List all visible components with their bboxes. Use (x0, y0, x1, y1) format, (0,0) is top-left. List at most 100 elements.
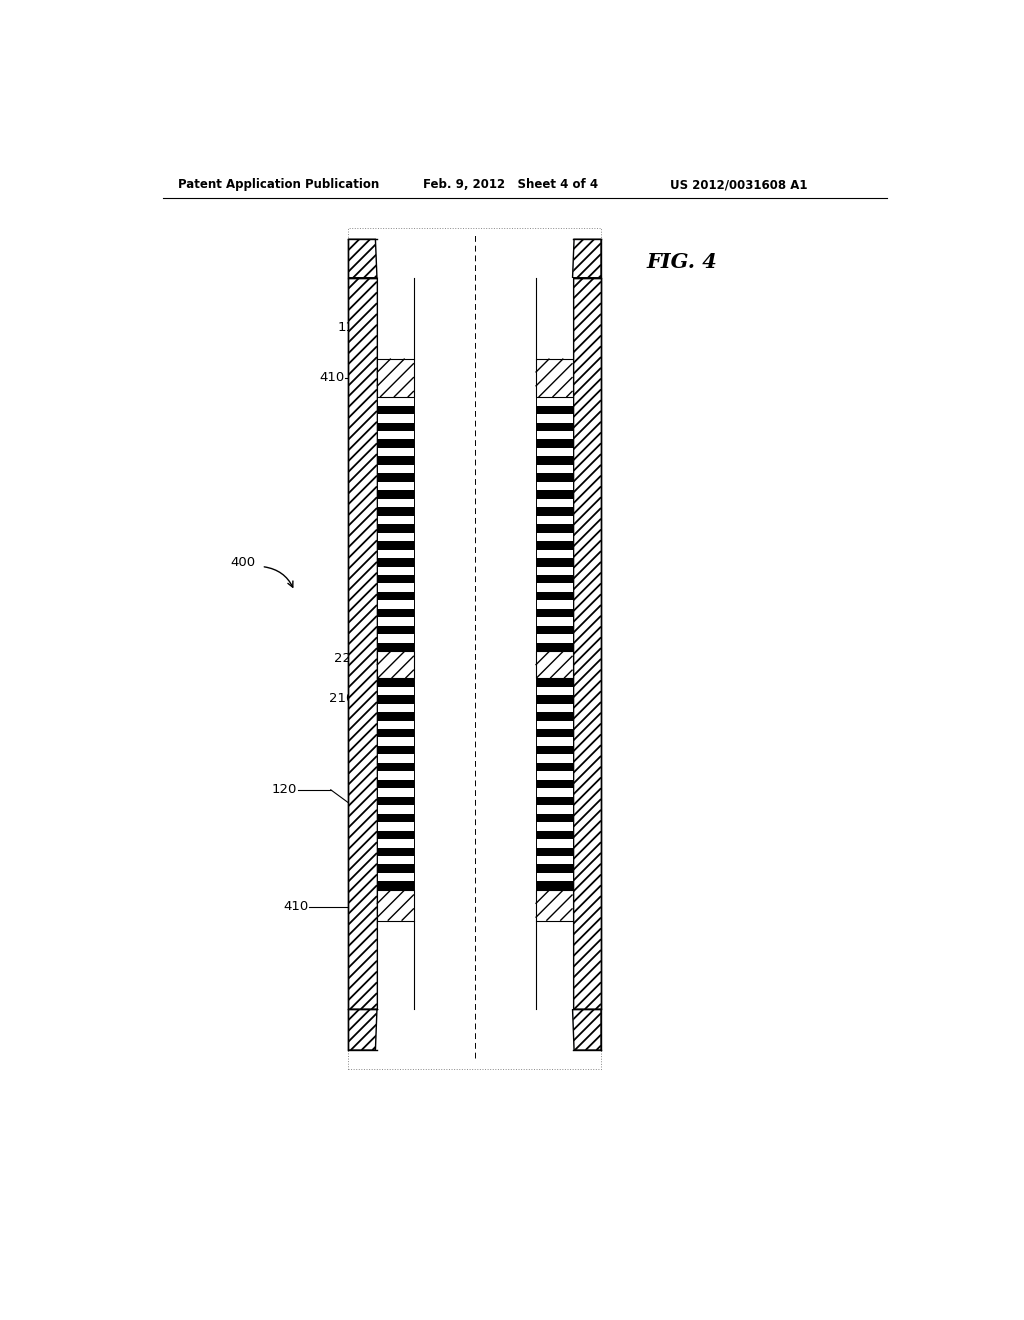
Bar (536, 609, 572, 618)
Bar (536, 576, 572, 583)
Bar (377, 583, 414, 591)
Bar (536, 414, 572, 422)
Text: 400: 400 (230, 556, 255, 569)
Bar (536, 830, 572, 840)
Text: 110: 110 (338, 321, 364, 334)
Bar (536, 780, 572, 788)
Bar (377, 465, 414, 474)
Polygon shape (572, 1010, 601, 1051)
Bar (536, 711, 572, 721)
Bar (377, 558, 414, 566)
Bar (377, 890, 414, 921)
Bar (377, 482, 414, 490)
Bar (377, 857, 414, 865)
Bar (377, 763, 414, 771)
Bar (377, 651, 414, 678)
Bar (377, 840, 414, 847)
Bar (536, 359, 572, 397)
Text: Patent Application Publication: Patent Application Publication (178, 178, 380, 191)
Bar (536, 405, 572, 414)
Bar (536, 678, 572, 890)
Bar (377, 797, 414, 805)
Bar (377, 780, 414, 788)
Bar (377, 601, 414, 609)
Bar (377, 847, 414, 857)
Bar (536, 566, 572, 576)
Text: 410: 410 (319, 371, 345, 384)
Bar (536, 549, 572, 558)
Bar (377, 746, 414, 755)
Bar (377, 788, 414, 797)
Bar (572, 277, 601, 1010)
Bar (536, 651, 572, 678)
Text: 410: 410 (284, 900, 308, 913)
Bar (536, 490, 572, 499)
Bar (377, 474, 414, 482)
Bar (536, 601, 572, 609)
Bar (377, 755, 414, 763)
Bar (377, 830, 414, 840)
Bar (536, 873, 572, 882)
Polygon shape (572, 239, 601, 277)
Bar (536, 397, 572, 651)
Bar (377, 696, 414, 704)
Bar (536, 890, 572, 921)
Bar (377, 490, 414, 499)
Polygon shape (572, 239, 601, 277)
Bar (377, 721, 414, 729)
Bar (348, 227, 601, 1069)
Bar (536, 533, 572, 541)
Bar (414, 277, 536, 1010)
Bar (536, 643, 572, 651)
Bar (536, 822, 572, 830)
Bar (377, 549, 414, 558)
Bar (377, 239, 572, 1051)
Bar (536, 678, 572, 686)
Bar (377, 771, 414, 780)
Bar (536, 788, 572, 797)
Bar (536, 430, 572, 440)
Bar (377, 359, 414, 397)
Bar (536, 729, 572, 738)
Bar (536, 797, 572, 805)
Bar (377, 447, 414, 457)
Text: Feb. 9, 2012   Sheet 4 of 4: Feb. 9, 2012 Sheet 4 of 4 (423, 178, 598, 191)
Bar (377, 507, 414, 516)
Bar (536, 397, 572, 405)
Bar (536, 763, 572, 771)
Bar (536, 499, 572, 507)
Bar (536, 482, 572, 490)
Polygon shape (348, 239, 377, 277)
Bar (536, 516, 572, 524)
Bar (536, 474, 572, 482)
Bar (377, 618, 414, 626)
Bar (536, 921, 572, 1010)
Bar (536, 651, 572, 678)
Polygon shape (572, 1010, 601, 1051)
Bar (377, 882, 414, 890)
Bar (536, 771, 572, 780)
Bar (377, 704, 414, 711)
Bar (377, 430, 414, 440)
Bar (536, 583, 572, 591)
Bar (377, 890, 414, 921)
Bar (377, 359, 414, 397)
Bar (536, 865, 572, 873)
Text: 120: 120 (271, 783, 297, 796)
Bar (377, 678, 414, 686)
Bar (536, 465, 572, 474)
Bar (536, 686, 572, 696)
Bar (348, 277, 377, 1010)
Bar (377, 609, 414, 618)
Bar (536, 890, 572, 921)
Bar (536, 618, 572, 626)
Bar (377, 414, 414, 422)
Bar (377, 822, 414, 830)
Bar (536, 805, 572, 813)
Bar (377, 440, 414, 447)
Bar (377, 635, 414, 643)
Bar (377, 865, 414, 873)
Text: US 2012/0031608 A1: US 2012/0031608 A1 (670, 178, 807, 191)
Bar (377, 711, 414, 721)
Bar (377, 397, 414, 405)
